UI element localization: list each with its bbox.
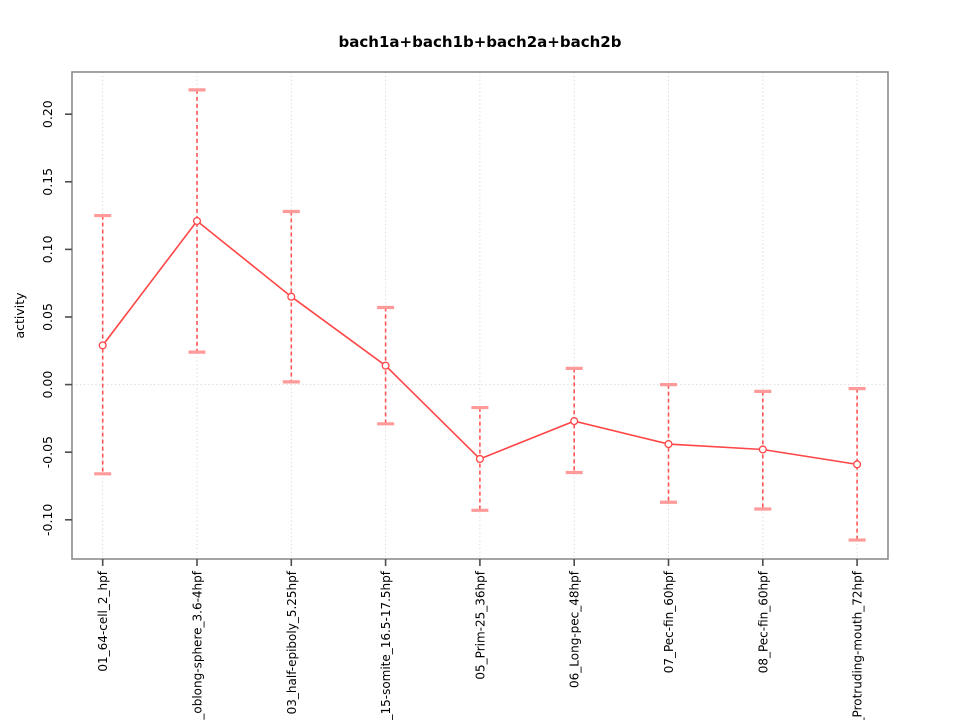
- data-point-marker: [853, 460, 862, 469]
- x-tick-label: 05_Prim-25_36hpf: [473, 570, 487, 679]
- data-point-marker: [475, 454, 484, 464]
- data-point-marker: [192, 216, 202, 226]
- x-tick-label: 06_Long-pec_48hpf: [568, 570, 582, 688]
- y-tick-label: 0.20: [40, 100, 55, 128]
- y-axis-title: activity: [12, 292, 27, 339]
- y-tick-label: 0.00: [40, 371, 55, 399]
- data-point-marker: [381, 361, 390, 370]
- y-tick-label: -0.10: [40, 504, 55, 536]
- y-tick-label: 0.15: [40, 168, 55, 196]
- data-point-marker: [570, 417, 579, 426]
- data-point-marker: [758, 445, 767, 454]
- x-tick-label: 01_64-cell_2_hpf: [96, 570, 110, 671]
- y-tick-label: -0.05: [40, 436, 55, 468]
- chart-title: bach1a+bach1b+bach2a+bach2b: [339, 33, 622, 51]
- data-point-marker: [664, 440, 673, 449]
- y-tick-label: 0.05: [40, 303, 55, 331]
- x-tick-label: 09_Protruding-mouth_72hpf: [851, 570, 865, 720]
- y-tick-label: 0.10: [40, 235, 55, 263]
- x-tick-label: 07_Pec-fin_60hpf: [662, 570, 676, 673]
- x-tick-label: 08_Pec-fin_60hpf: [756, 570, 770, 673]
- data-point-marker: [98, 341, 107, 350]
- data-point-marker: [287, 292, 296, 301]
- x-tick-label: 03_half-epiboly_5.25hpf: [285, 570, 299, 714]
- x-tick-label: 02_oblong-sphere_3.6-4hpf: [191, 570, 205, 720]
- x-tick-label: 04_15-somite_16.5-17.5hpf: [379, 570, 393, 720]
